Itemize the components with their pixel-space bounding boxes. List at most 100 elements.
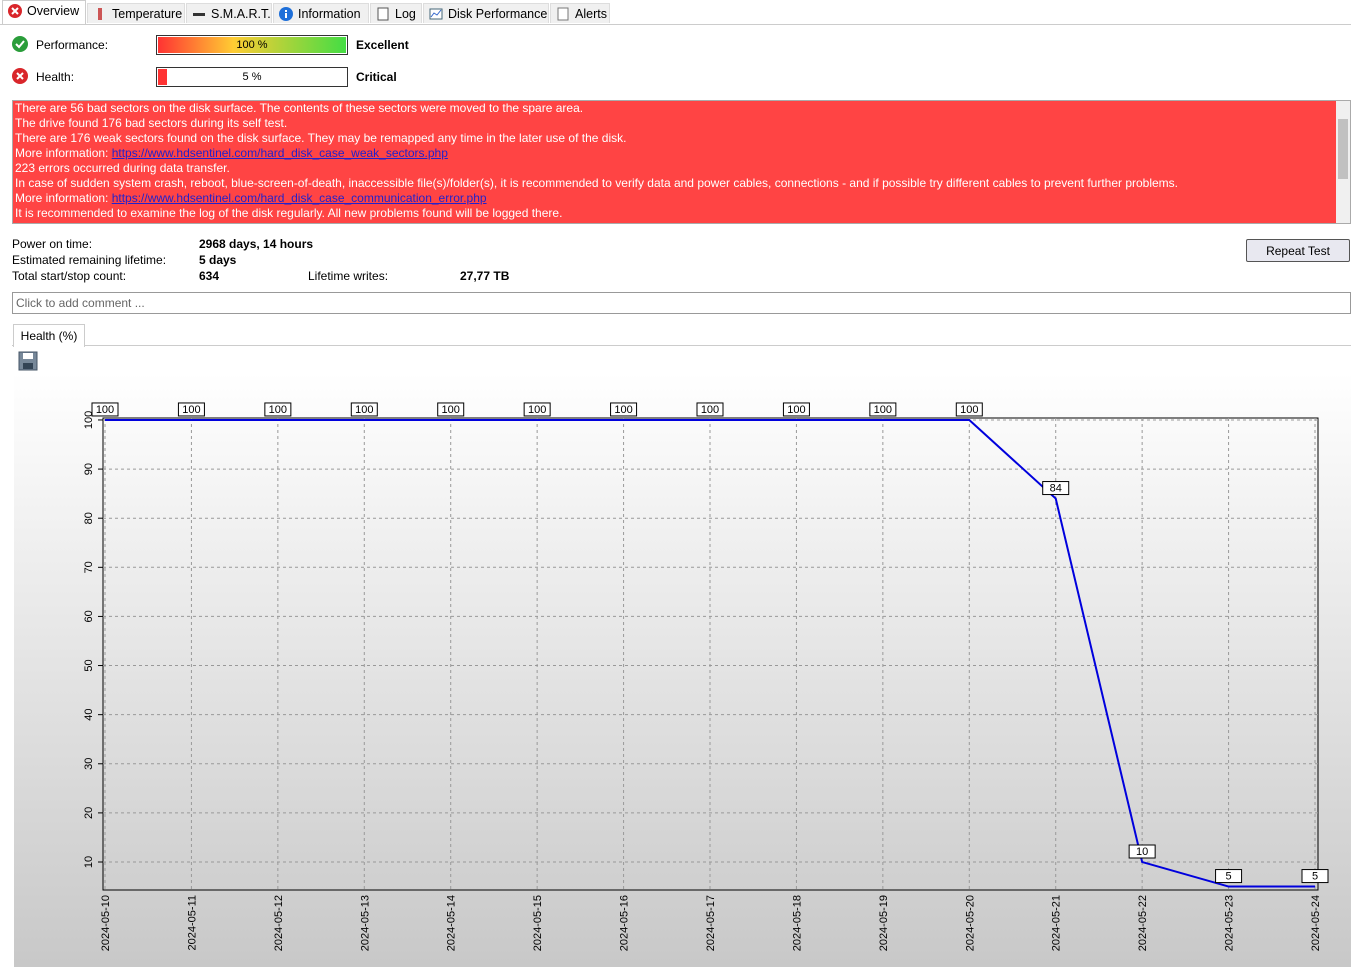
data-label-box [869, 402, 897, 417]
x-tick-label: 2024-05-16 [619, 895, 631, 951]
tab[interactable]: Disk Performance [423, 3, 549, 23]
tab-label: Overview [27, 4, 80, 18]
message-text: There are 176 weak sectors found on the … [15, 131, 627, 145]
save-button[interactable] [18, 351, 38, 371]
stat-value: 27,77 TB [460, 269, 510, 283]
status: Critical [356, 70, 397, 84]
data-label-box [437, 402, 465, 417]
data-label: 100 [787, 404, 805, 416]
x-tick-label: 2024-05-14 [446, 895, 458, 951]
data-label-box [696, 402, 724, 417]
x-tick-label: 2024-05-23 [1224, 895, 1236, 951]
data-label-box [177, 402, 205, 417]
y-tick-label: 30 [83, 758, 95, 770]
data-label: 100 [874, 404, 892, 416]
tab[interactable]: S.M.A.R.T. [186, 3, 272, 23]
data-label: 100 [182, 404, 200, 416]
message-line: It is recommended to examine the log of … [15, 206, 1336, 221]
data-label-box [523, 402, 551, 417]
icon [557, 7, 569, 21]
repeat-test-button[interactable]: Repeat Test [1246, 239, 1350, 262]
data-label: 100 [528, 404, 546, 416]
ok-icon [12, 36, 28, 52]
x-tick-label: 2024-05-11 [186, 895, 198, 950]
data-line [105, 418, 1315, 888]
x-tick-label: 2024-05-13 [359, 895, 371, 951]
tab-label: Temperature [112, 7, 183, 21]
data-label: 100 [355, 404, 373, 416]
tab[interactable]: Log [370, 3, 422, 23]
tab[interactable]: Alerts [550, 3, 610, 23]
bar-fill [158, 69, 168, 85]
error-icon [12, 68, 28, 84]
x-tick-label: 2024-05-20 [964, 895, 976, 951]
x-tick-label: 2024-05-10 [100, 895, 112, 951]
comment-input[interactable]: Click to add comment ... [12, 292, 1351, 314]
data-label: 10 [1136, 846, 1148, 858]
data-label-box [610, 402, 638, 417]
x-tick-label: 2024-05-18 [791, 895, 803, 951]
message-line: In case of sudden system crash, reboot, … [15, 176, 1336, 191]
data-label-box [955, 402, 983, 417]
message-line: The drive found 176 bad sectors during i… [15, 116, 1336, 131]
y-tick-label: 60 [83, 610, 95, 622]
icon [429, 8, 443, 20]
tab[interactable]: Overview [2, 0, 86, 24]
icon [279, 7, 293, 21]
link[interactable]: https://www.hdsentinel.com/hard_disk_cas… [111, 191, 487, 205]
tab[interactable]: Information [273, 3, 369, 23]
y-tick-label: 20 [83, 807, 95, 819]
stat-value: 5 days [199, 253, 237, 267]
x-tick-label: 2024-05-15 [532, 895, 544, 951]
message-box: There are 56 bad sectors on the disk sur… [13, 101, 1336, 223]
plot-frame [102, 417, 1319, 891]
data-label: 100 [960, 404, 978, 416]
performance-bar: 100 % [156, 35, 348, 55]
tab-label: S.M.A.R.T. [211, 7, 271, 21]
health-bar: 5 % [156, 67, 348, 87]
x-tick-label: 2024-05-24 [1310, 895, 1322, 951]
data-label: 100 [701, 404, 719, 416]
icon [377, 7, 389, 21]
data-label: 100 [614, 404, 632, 416]
stat-value: 634 [199, 269, 220, 283]
y-tick-label: 100 [83, 411, 95, 429]
data-label-box [1042, 481, 1070, 496]
y-tick-label: 70 [83, 561, 95, 573]
x-tick-label: 2024-05-12 [273, 895, 285, 951]
data-label-box [91, 402, 119, 417]
bar-label: 5 % [242, 71, 262, 83]
message-text: There are 56 bad sectors on the disk sur… [15, 101, 584, 115]
chart-background [14, 373, 1351, 967]
message-text: 223 errors occurred during data transfer… [15, 161, 230, 175]
y-tick-label: 50 [83, 659, 95, 671]
chart-tab[interactable]: Health (%) [13, 324, 85, 347]
data-label: 5 [1226, 870, 1232, 882]
message-text: In case of sudden system crash, reboot, … [15, 176, 1179, 190]
scrollbar[interactable] [1336, 101, 1350, 223]
tab-line [12, 345, 1351, 346]
data-label: 100 [96, 404, 114, 416]
link[interactable]: https://www.hdsentinel.com/hard_disk_cas… [111, 146, 448, 160]
tab-label: Disk Performance [448, 7, 548, 21]
y-tick-label: 90 [83, 463, 95, 475]
tab-label: Alerts [575, 7, 607, 21]
message-line: More information: https://www.hdsentinel… [15, 191, 1336, 206]
status: Excellent [356, 38, 409, 52]
icon [8, 4, 22, 18]
tab[interactable]: Temperature [87, 3, 185, 23]
data-label: 100 [269, 404, 287, 416]
data-label-box [264, 402, 292, 417]
message-text: The drive found 176 bad sectors during i… [15, 116, 288, 130]
data-label-box [1301, 869, 1329, 884]
stat-value: 2968 days, 14 hours [199, 237, 314, 251]
label: Performance: [36, 38, 109, 52]
y-tick-label: 80 [83, 512, 95, 524]
data-label-box [1215, 869, 1243, 884]
message-line: More information: https://www.hdsentinel… [15, 146, 1336, 161]
icon [98, 8, 102, 20]
data-label-box [350, 402, 378, 417]
label: Health: [36, 70, 75, 84]
x-tick-label: 2024-05-21 [1051, 895, 1063, 951]
